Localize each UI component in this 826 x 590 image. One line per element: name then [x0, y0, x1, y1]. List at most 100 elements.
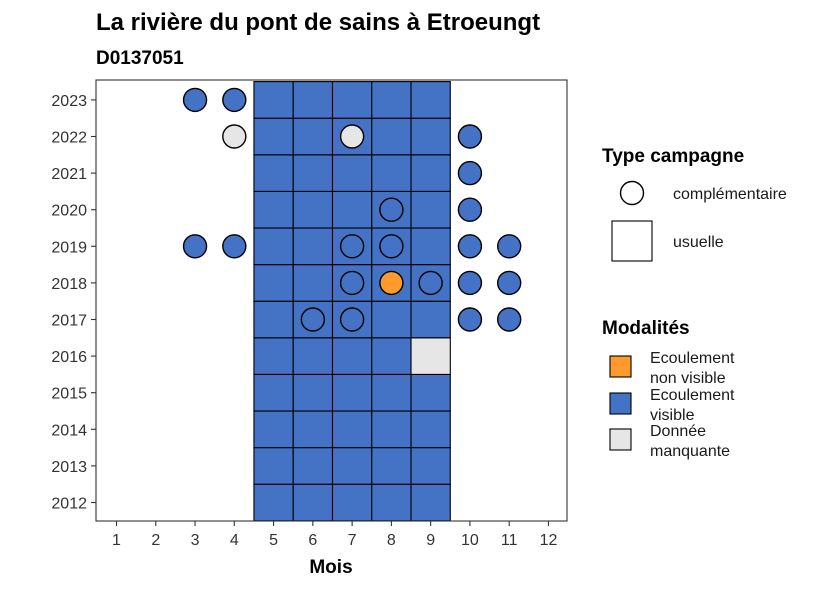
point-2022-7: [339, 124, 365, 149]
y-tick-label: 2023: [51, 93, 87, 110]
tile-2015-9: [410, 373, 451, 412]
tile-2013-7: [331, 447, 373, 485]
point-2018-9: [418, 270, 443, 296]
tile-2018-6: [292, 264, 334, 302]
legend-key-non_visible: [609, 355, 632, 378]
point-2022-10: [457, 124, 483, 149]
usuelle-tiles: [253, 81, 451, 522]
tile-2012-7: [331, 483, 373, 522]
tile-2013-8: [371, 447, 412, 485]
tile-2020-7: [331, 190, 373, 229]
chart-subtitle: D0137051: [96, 48, 184, 69]
tile-2015-8: [371, 373, 412, 412]
tile-2016-6: [292, 337, 334, 375]
plot-panel-border: [95, 79, 568, 522]
tile-2014-8: [371, 410, 412, 449]
point-2018-11: [497, 270, 522, 296]
tile-2015-7: [331, 373, 373, 412]
tile-2023-8: [371, 81, 412, 119]
x-tick-label: 4: [230, 532, 239, 549]
tile-2016-5: [253, 337, 294, 375]
legend-type-campagne: Type campagne complémentaire usuelle: [602, 146, 787, 262]
point-2019-8: [379, 234, 404, 259]
complementaire-points: [182, 87, 522, 332]
tile-2016-9: [410, 337, 451, 375]
legend-label-missing: Donnée manquante: [650, 423, 730, 460]
tile-2018-5: [253, 264, 294, 302]
y-tick-label: 2015: [51, 386, 87, 403]
tile-2019-9: [410, 227, 451, 266]
x-axis-title: Mois: [309, 557, 352, 578]
tile-2017-5: [253, 300, 294, 339]
y-tick-label: 2013: [51, 459, 87, 476]
point-2022-4: [222, 124, 247, 149]
y-tick-label: 2022: [51, 130, 87, 147]
x-tick-label: 11: [501, 532, 518, 549]
tile-2022-5: [253, 117, 294, 156]
x-tick-label: 3: [191, 532, 200, 549]
point-2021-10: [457, 160, 483, 186]
x-tick-label: 10: [461, 532, 479, 549]
tile-2014-7: [331, 410, 373, 449]
tile-2020-9: [410, 190, 451, 229]
point-2019-4: [222, 234, 247, 259]
y-axis: 2012 2013 2014 2015 2016 2017 2018 2019 2020 2021…: [51, 93, 96, 513]
tile-2021-6: [292, 154, 334, 192]
point-2019-3: [182, 234, 208, 259]
point-2017-7: [339, 307, 365, 332]
point-2017-10: [457, 307, 483, 332]
point-2019-7: [339, 234, 365, 259]
x-tick-label: 6: [308, 532, 317, 549]
legend-key-visible: [609, 392, 632, 415]
x-tick-label: 5: [269, 532, 278, 549]
y-tick-label: 2017: [51, 313, 87, 330]
tile-2012-5: [253, 483, 294, 522]
tile-2012-6: [292, 483, 334, 522]
tile-2019-5: [253, 227, 294, 266]
y-tick-label: 2020: [51, 203, 87, 220]
point-2019-11: [497, 234, 522, 259]
tile-2014-9: [410, 410, 451, 449]
legend-label-complementaire: complémentaire: [673, 186, 787, 203]
y-tick-label: 2014: [51, 422, 87, 439]
tile-2015-5: [253, 373, 294, 412]
tile-2012-8: [371, 483, 412, 522]
point-2019-10: [457, 234, 483, 259]
legend-key-missing: [609, 428, 632, 451]
tile-2013-5: [253, 447, 294, 485]
point-2018-7: [339, 270, 365, 296]
chart-title: La rivière du pont de sains à Etroeungt: [96, 9, 540, 36]
tile-2023-9: [410, 81, 451, 119]
x-tick-label: 12: [540, 532, 558, 549]
legend-key-usuelle: [611, 220, 653, 262]
tile-2022-8: [371, 117, 412, 156]
x-tick-label: 7: [348, 532, 357, 549]
legend-key-complementaire: [619, 180, 645, 206]
tile-2013-9: [410, 447, 451, 485]
legend-label-non_visible: Ecoulement non visible: [650, 350, 735, 387]
point-2020-10: [457, 197, 483, 222]
point-2017-6: [300, 307, 326, 332]
y-tick-label: 2016: [51, 349, 87, 366]
tile-2019-6: [292, 227, 334, 266]
tile-2013-6: [292, 447, 334, 485]
point-2023-3: [182, 87, 208, 113]
tile-2015-6: [292, 373, 334, 412]
x-tick-label: 9: [426, 532, 435, 549]
point-2023-4: [222, 87, 247, 113]
x-tick-label: 1: [112, 532, 121, 549]
tile-2022-9: [410, 117, 451, 156]
tile-2016-8: [371, 337, 412, 375]
x-tick-label: 8: [387, 532, 396, 549]
y-tick-label: 2019: [51, 239, 87, 256]
tile-2014-5: [253, 410, 294, 449]
y-tick-label: 2012: [51, 496, 87, 513]
tile-2023-6: [292, 81, 334, 119]
point-2017-11: [497, 307, 522, 332]
legend-label-visible: Ecoulement visible: [650, 387, 735, 424]
tile-2020-5: [253, 190, 294, 229]
point-2018-8: [379, 270, 404, 296]
legend-modalites: Modalités Ecoulement non visibleEcoulemen…: [602, 318, 735, 460]
legend-shape-title: Type campagne: [602, 146, 744, 167]
